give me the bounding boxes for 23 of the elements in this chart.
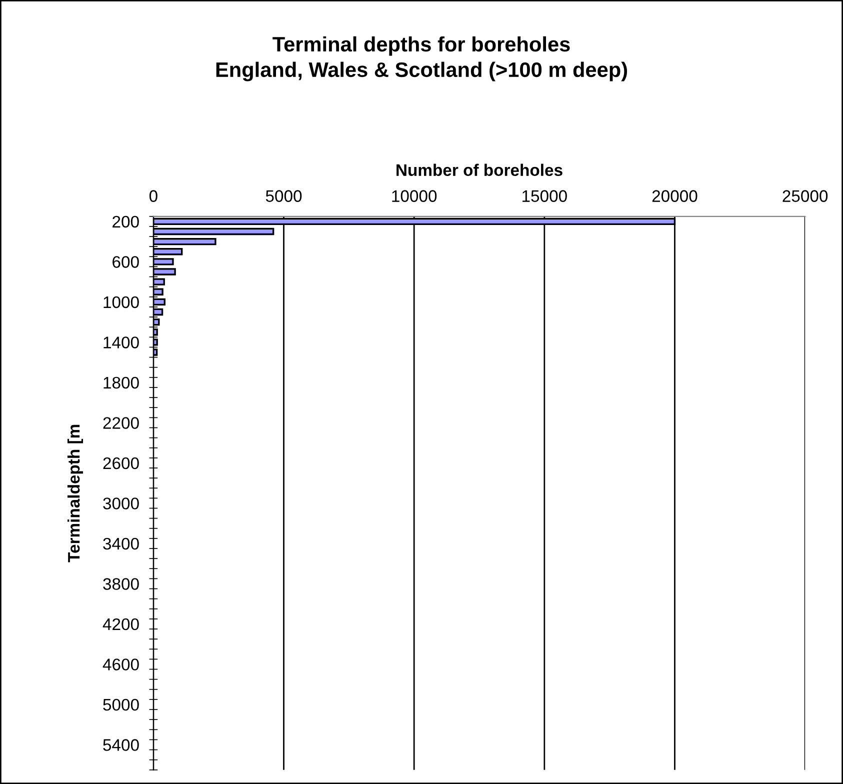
y-tick-label: 5400	[103, 739, 139, 751]
y-axis-title: Terminaldepth [m	[67, 424, 84, 562]
y-tick-label: 3000	[103, 498, 139, 510]
y-tick-label: 1400	[104, 336, 139, 348]
chart-title: Terminal depths for boreholes England, Wales & Scotland (>100 m deep)	[216, 36, 628, 82]
x-axis-title: Number of boreholes	[396, 164, 562, 176]
y-tick-label: 4600	[102, 658, 139, 670]
x-tick-label: 5000	[266, 190, 302, 202]
x-tick-label: 10000	[392, 190, 437, 202]
y-tick-label: 2600	[103, 457, 139, 470]
x-tick-label: 20000	[652, 190, 698, 202]
x-tick-label: 25000	[782, 190, 828, 202]
y-tick-label: 200	[112, 216, 139, 228]
y-tick-label: 3400	[103, 538, 139, 550]
y-tick-label: 3800	[103, 578, 139, 590]
y-tick-label: 4200	[102, 618, 139, 630]
y-tick-label: 1800	[104, 376, 139, 389]
x-tick-label: 0	[149, 190, 158, 202]
y-tick-label: 2200	[103, 417, 139, 429]
y-tick-label: 1000	[104, 296, 139, 308]
y-tick-label: 5000	[103, 698, 139, 711]
y-tick-label: 600	[112, 256, 139, 268]
x-tick-label: 15000	[522, 190, 567, 202]
